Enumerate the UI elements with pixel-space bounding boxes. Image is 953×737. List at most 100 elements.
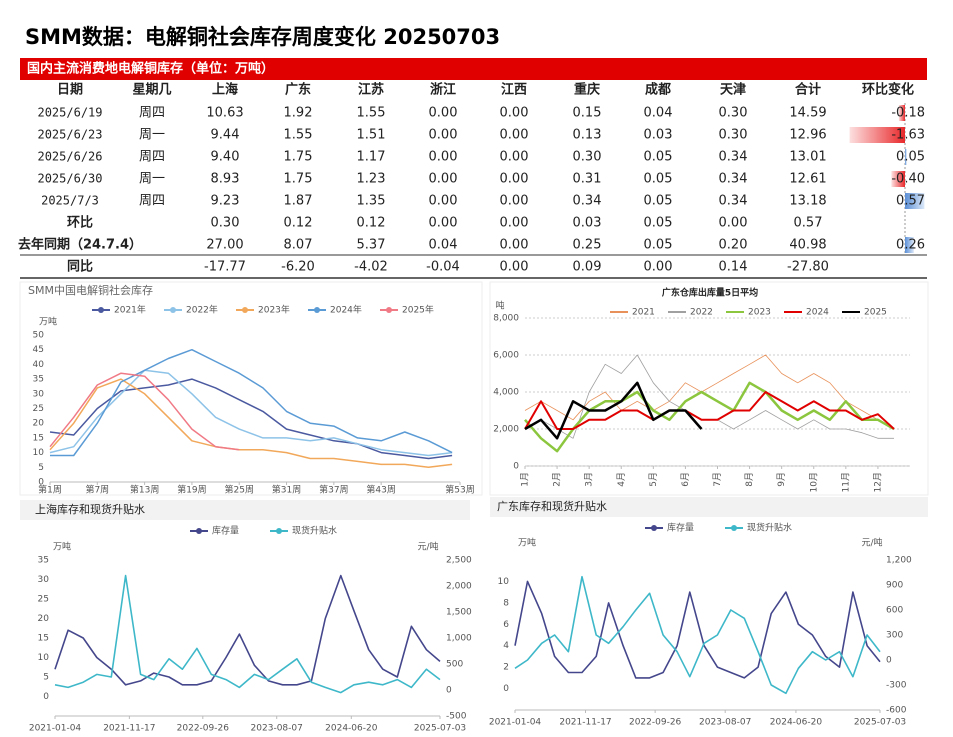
series-line	[54, 574, 441, 686]
value-cell: 9.23	[211, 194, 240, 209]
value-cell: -4.02	[354, 260, 388, 275]
value-cell: 0.34	[719, 150, 748, 165]
x-tick-label: 9月	[776, 472, 787, 487]
x-tick-label: 2023-08-07	[251, 724, 303, 734]
x-tick-label: 第37周	[319, 484, 348, 496]
change-bar	[849, 127, 905, 143]
x-tick-label: 2023-08-07	[699, 718, 751, 728]
change-value: 0.05	[896, 150, 925, 165]
value-cell: 0.05	[644, 150, 673, 165]
chart-title: SMM中国电解铜社会库存	[28, 283, 153, 297]
legend-marker	[98, 307, 104, 313]
value-cell: 40.98	[789, 238, 826, 253]
y-tick-label: 8	[503, 598, 509, 608]
value-cell: 8.93	[211, 172, 240, 187]
x-tick-label: 11月	[840, 472, 851, 492]
legend-marker	[196, 528, 202, 534]
row-label: 去年同期（24.7.4）	[18, 237, 142, 253]
value-cell: 9.44	[211, 128, 240, 143]
value-cell: 0.00	[429, 106, 458, 121]
change-value: 0.57	[896, 194, 925, 209]
value-cell: 0.30	[211, 216, 240, 231]
value-cell: -6.20	[281, 260, 315, 275]
panel-header	[20, 500, 470, 520]
date-cell: 2025/6/26	[37, 150, 102, 164]
value-cell: 13.01	[789, 150, 826, 165]
series-line	[524, 381, 895, 453]
change-bar	[891, 171, 905, 187]
value-cell: 0.00	[429, 216, 458, 231]
value-cell: 0.05	[644, 194, 673, 209]
chart-title: 上海库存和现货升贴水	[35, 502, 145, 516]
y-tick-label: 25	[33, 404, 44, 414]
legend-label: 2022年	[186, 304, 218, 316]
value-cell: 8.07	[284, 238, 313, 253]
series-line	[49, 378, 453, 460]
row-label: 环比	[67, 215, 93, 231]
change-bar	[905, 193, 925, 209]
series-line	[514, 575, 881, 695]
value-cell: 13.18	[789, 194, 826, 209]
value-cell: -27.80	[787, 260, 829, 275]
legend-marker	[651, 525, 657, 531]
change-value: -0.40	[891, 172, 925, 187]
series-line	[514, 580, 881, 679]
value-cell: -17.77	[204, 260, 246, 275]
value-cell: 1.55	[357, 106, 386, 121]
page-title: SMM数据：电解铜社会库存周度变化 20250703	[25, 25, 500, 49]
panel	[489, 281, 929, 496]
y-tick-label: 8,000	[493, 314, 519, 324]
series-line	[49, 369, 453, 457]
x-tick-label: 2025-07-03	[414, 724, 466, 734]
value-cell: 0.00	[429, 128, 458, 143]
y-tick-label: 15	[33, 433, 44, 443]
column-header: 天津	[720, 82, 746, 98]
value-cell: 0.00	[500, 128, 529, 143]
y-tick-label: 5	[43, 673, 49, 683]
x-tick-label: 2025-07-03	[854, 718, 906, 728]
date-cell: 2025/6/19	[37, 106, 102, 120]
legend-marker	[276, 528, 282, 534]
value-cell: 0.20	[719, 238, 748, 253]
column-header: 浙江	[430, 82, 456, 98]
y-tick-label: 15	[38, 634, 49, 644]
x-tick-label: 4月	[616, 472, 627, 487]
x-tick-label: 第7周	[85, 484, 109, 496]
legend-label: 2021年	[114, 304, 146, 316]
value-cell: 0.03	[644, 128, 673, 143]
y-tick-label: 4,000	[493, 388, 519, 398]
y-axis-label: 吨	[495, 300, 504, 312]
x-tick-label: 第43周	[366, 484, 395, 496]
legend-label: 现货升贴水	[747, 522, 792, 534]
series-line	[49, 372, 240, 451]
weekday-cell: 周四	[139, 194, 165, 209]
x-tick-label: 第1周	[38, 484, 62, 496]
y-tick-label: 0	[43, 692, 49, 702]
y-tick-label: 30	[38, 575, 50, 585]
value-cell: 0.57	[794, 216, 823, 231]
value-cell: 0.34	[719, 172, 748, 187]
value-cell: 1.17	[357, 150, 386, 165]
column-header: 重庆	[574, 82, 600, 98]
table-title: 国内主流消费地电解铜库存（单位：万吨）	[27, 61, 274, 77]
y-tick-label: 0	[503, 684, 509, 694]
x-tick-label: 第19周	[177, 484, 206, 496]
legend-label: 2024年	[330, 304, 362, 316]
x-tick-label: 第53周	[445, 484, 474, 496]
y2-tick-label: 0	[886, 656, 892, 666]
value-cell: 10.63	[206, 106, 243, 121]
column-header: 合计	[795, 82, 821, 98]
weekday-cell: 周四	[139, 106, 165, 121]
value-cell: 0.00	[500, 216, 529, 231]
legend-label: 2023年	[258, 304, 290, 316]
change-value: 0.26	[896, 238, 925, 253]
y2-tick-label: 500	[446, 660, 463, 670]
y-tick-label: 35	[33, 375, 44, 385]
y2-tick-label: 2,000	[446, 582, 472, 592]
x-tick-label: 3月	[584, 472, 595, 487]
weekday-cell: 周一	[139, 128, 165, 143]
y-tick-label: 25	[38, 595, 49, 605]
y-tick-label: 10	[33, 448, 45, 458]
legend-label: 现货升贴水	[292, 525, 337, 537]
